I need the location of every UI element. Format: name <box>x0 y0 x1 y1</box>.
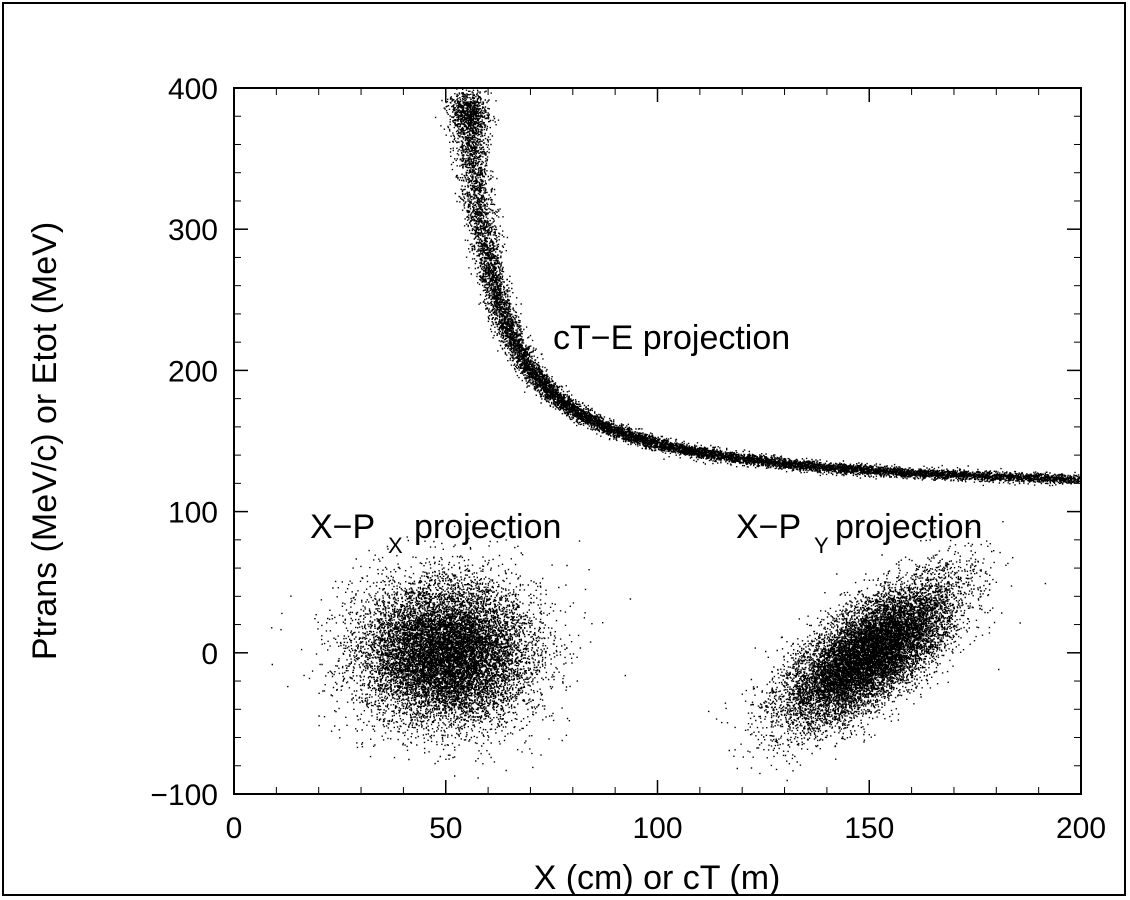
annotation-x-px-sub: X <box>388 533 403 558</box>
y-tick-label: 400 <box>168 73 218 106</box>
y-tick-label: −100 <box>150 779 218 812</box>
annotation-x-py-main: X−P <box>736 508 801 546</box>
x-tick-label: 200 <box>1056 812 1106 845</box>
y-tick-label: 100 <box>168 497 218 530</box>
x-axis-label: X (cm) or cT (m) <box>534 859 781 897</box>
scatter-points <box>271 88 1082 781</box>
x-tick-label: 150 <box>844 812 894 845</box>
annotation-x-px-projection: X−P X projection <box>310 508 561 558</box>
y-tick-label: 200 <box>168 355 218 388</box>
y-axis-label: Ptrans (MeV/c) or Etot (MeV) <box>26 222 64 660</box>
data-points <box>271 88 1082 781</box>
x-tick-label: 100 <box>632 812 682 845</box>
x-tick-label: 0 <box>226 812 243 845</box>
annotation-x-px-main: X−P <box>310 508 375 546</box>
annotation-x-py-sub: Y <box>814 533 829 558</box>
annotation-x-py-rest: projection <box>835 508 982 546</box>
annotation-x-py-projection: X−P Y projection <box>736 508 982 558</box>
y-tick-label: 0 <box>201 638 218 671</box>
annotation-x-px-rest: projection <box>414 508 561 546</box>
y-tick-label: 300 <box>168 214 218 247</box>
annotation-ct-e-projection: cT−E projection <box>553 319 790 357</box>
x-tick-label: 50 <box>429 812 462 845</box>
